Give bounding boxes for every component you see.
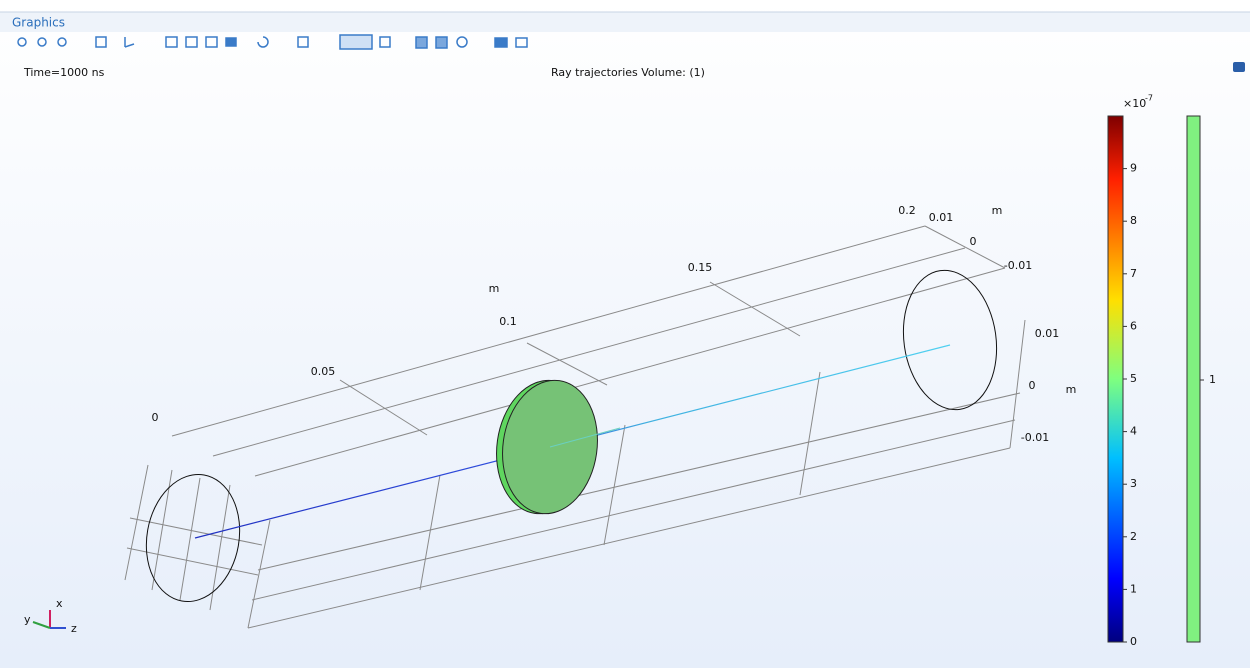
snapshot[interactable] [494, 37, 508, 48]
print[interactable] [515, 37, 528, 48]
volume-legend-label: 1 [1209, 373, 1216, 386]
x-unit: m [992, 204, 1003, 217]
colorbar [1107, 115, 1124, 643]
triad-x: x [56, 597, 63, 610]
colorbar-tick-label: 0 [1130, 635, 1137, 648]
view-xy[interactable] [165, 36, 178, 48]
zoom-box[interactable] [57, 37, 67, 47]
x-tick-label: 0 [970, 235, 977, 248]
zoom-out[interactable] [37, 37, 47, 47]
z-tick-label: 0.05 [311, 365, 336, 378]
grid[interactable] [435, 36, 448, 49]
triad-y: y [24, 613, 31, 626]
wireframe[interactable] [415, 36, 428, 49]
camera-view[interactable] [225, 37, 237, 47]
colorbar-tick-label: 3 [1130, 477, 1137, 490]
plot-title: Ray trajectories Volume: (1) [551, 66, 705, 79]
y-tick-label: 0 [1029, 379, 1036, 392]
axis-triad: x y z [24, 597, 77, 635]
scene-light[interactable] [339, 34, 373, 50]
colorbar-tick-label: 1 [1130, 582, 1137, 595]
colorbar-tick-label: 8 [1130, 214, 1137, 227]
colorbar-multiplier: ×10 [1123, 97, 1146, 110]
y-unit: m [1066, 383, 1077, 396]
colorbar-tick-label: 6 [1130, 319, 1137, 332]
outlet-boundary [902, 269, 998, 411]
zoom-in[interactable] [17, 37, 27, 47]
colorbar-exponent: -7 [1145, 94, 1153, 103]
zoom-extents[interactable] [95, 36, 107, 48]
copy[interactable] [297, 36, 309, 48]
toolbar [17, 34, 528, 50]
colorbar-tick-label: 2 [1130, 530, 1137, 543]
volume-legend-bar [1186, 115, 1201, 643]
z-unit: m [489, 282, 500, 295]
view-xz[interactable] [205, 36, 218, 48]
z-tick-label: 0.15 [688, 261, 713, 274]
window-title: Graphics [12, 16, 65, 30]
colorbar-tick-label: 5 [1130, 372, 1137, 385]
colorbar-tick-label: 9 [1130, 162, 1137, 175]
bounding-box [124, 225, 1026, 629]
z-tick-label: 0.2 [898, 204, 916, 217]
colorbar-ticks: 0 1 2 3 4 5 6 7 8 9 [1123, 162, 1137, 648]
y-tick-label: -0.01 [1021, 431, 1049, 444]
inlet-boundary [145, 473, 241, 603]
legend-icon[interactable] [1233, 62, 1245, 72]
title-bar [0, 12, 1250, 32]
axis-labels: 0 0.05 0.1 0.15 0.2 m 0.01 0 -0.01 m 0.01 0 -0.01 m [152, 204, 1077, 444]
x-tick-label: -0.01 [1004, 259, 1032, 272]
triad-z: z [71, 622, 77, 635]
y-tick-label: 0.01 [1035, 327, 1060, 340]
time-label: Time=1000 ns [23, 66, 105, 79]
reset-view[interactable] [257, 36, 269, 48]
transparency[interactable] [379, 36, 391, 48]
colorbar-tick-label: 4 [1130, 425, 1137, 438]
ray-segment [549, 427, 621, 448]
colorbar-tick-label: 7 [1130, 267, 1137, 280]
z-tick-label: 0.1 [499, 315, 517, 328]
z-tick-label: 0 [152, 411, 159, 424]
view-yz[interactable] [185, 36, 198, 48]
view[interactable] [124, 37, 135, 48]
x-tick-label: 0.01 [929, 211, 954, 224]
render[interactable] [456, 36, 468, 48]
